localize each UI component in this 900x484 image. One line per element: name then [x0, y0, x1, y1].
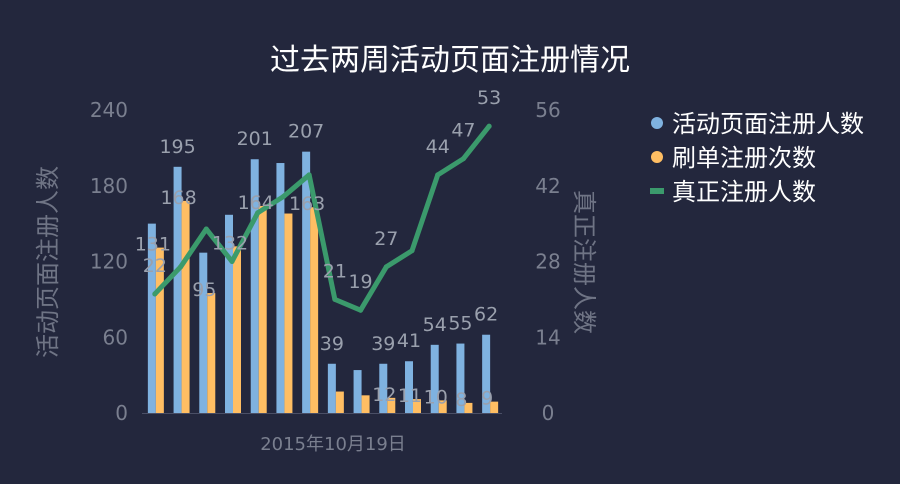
- data-label-real: 22: [143, 255, 167, 277]
- bar-fake-registrations: [310, 207, 319, 413]
- line-point: [486, 123, 492, 129]
- bar-registrations: [405, 361, 413, 413]
- legend-label: 真正注册人数: [672, 178, 816, 206]
- data-label-registrations: 39: [371, 333, 395, 355]
- data-label-registrations: 41: [397, 330, 421, 352]
- data-label-registrations: 195: [159, 136, 195, 158]
- bar-fake-registrations: [233, 246, 241, 413]
- line-point: [358, 307, 364, 313]
- data-label-registrations: 62: [474, 304, 498, 326]
- line-point: [178, 264, 184, 270]
- data-label-fake: 9: [481, 388, 493, 410]
- data-label-fake: 8: [455, 389, 467, 411]
- bar-registrations: [199, 252, 208, 413]
- bar-fake-registrations: [181, 200, 190, 413]
- data-label-registrations: 54: [423, 314, 447, 336]
- bar-fake-registrations: [438, 400, 447, 413]
- bar-registrations: [327, 363, 336, 413]
- bar-fake-registrations: [413, 399, 421, 413]
- bar-registrations: [353, 370, 362, 413]
- y2-axis-label: 真正注册人数: [570, 190, 598, 334]
- data-label-registrations: 207: [288, 121, 324, 143]
- bar-registrations: [430, 344, 439, 413]
- data-label-fake: 131: [135, 234, 171, 256]
- bar-registrations: [456, 343, 465, 413]
- line-point: [229, 259, 235, 264]
- legend-marker: [651, 151, 663, 163]
- data-label-real: 27: [374, 228, 398, 250]
- bar-fake-registrations: [335, 391, 344, 413]
- data-label-registrations: 201: [237, 128, 273, 150]
- bar-fake-registrations: [155, 247, 164, 413]
- y2-tick-label: 14: [535, 325, 560, 349]
- bar-registrations: [147, 223, 156, 413]
- data-label-fake: 164: [238, 192, 274, 214]
- line-point: [409, 248, 415, 254]
- line-point: [306, 172, 312, 178]
- line-point: [203, 226, 209, 232]
- line-point: [280, 194, 286, 200]
- y-tick-label: 240: [90, 98, 128, 122]
- data-label-real: 44: [426, 136, 450, 158]
- y-tick-label: 60: [103, 325, 128, 349]
- bar-fake-registrations: [361, 395, 370, 413]
- data-label-fake: 10: [424, 386, 448, 408]
- bar-registrations: [379, 363, 388, 413]
- data-label-fake: 132: [212, 232, 248, 254]
- bar-fake-registrations: [258, 205, 267, 413]
- data-label-registrations: 39: [320, 333, 344, 355]
- y-tick-label: 0: [115, 401, 128, 425]
- data-label-fake: 95: [192, 279, 216, 301]
- y2-tick-label: 0: [542, 401, 555, 425]
- x-axis-label: 2015年10月19日: [260, 434, 406, 455]
- data-label-fake: 12: [372, 384, 396, 406]
- legend-label: 刷单注册次数: [672, 144, 816, 172]
- data-label-real: 19: [348, 271, 372, 293]
- legend-label: 活动页面注册人数: [672, 110, 864, 138]
- data-label-fake: 11: [398, 385, 422, 407]
- bar-registrations: [276, 163, 285, 413]
- bar-fake-registrations: [207, 293, 216, 413]
- y-tick-label: 180: [90, 174, 128, 198]
- line-point: [332, 296, 338, 302]
- data-label-fake: 168: [160, 187, 196, 209]
- data-label-fake: 163: [289, 193, 325, 215]
- y-tick-label: 120: [90, 250, 128, 274]
- chart-title: 过去两周活动页面注册情况: [270, 43, 630, 78]
- bar-registrations: [302, 151, 311, 413]
- data-label-registrations: 55: [448, 313, 472, 335]
- bar-registrations: [173, 166, 182, 413]
- y-axis-label: 活动页面注册人数: [34, 166, 62, 358]
- legend-marker: [651, 117, 663, 129]
- bar-registrations: [225, 214, 233, 413]
- line-real-registrations: [152, 123, 492, 313]
- line-point: [152, 291, 158, 297]
- line-point: [460, 156, 466, 162]
- legend-marker: [650, 188, 664, 194]
- bar-fake-registrations: [284, 213, 293, 413]
- line-point: [435, 172, 441, 178]
- data-label-real: 47: [451, 120, 475, 142]
- data-label-real: 21: [323, 260, 347, 282]
- data-label-real: 53: [477, 87, 501, 109]
- y2-tick-label: 28: [535, 250, 560, 274]
- bar-fake-registrations: [464, 402, 473, 413]
- y2-tick-label: 56: [535, 98, 560, 122]
- line-point: [383, 264, 389, 270]
- bar-registrations: [482, 334, 491, 413]
- y2-tick-label: 42: [535, 174, 560, 198]
- bar-registrations: [250, 159, 259, 413]
- bar-fake-registrations: [387, 397, 396, 413]
- bar-fake-registrations: [490, 401, 499, 413]
- line-point: [255, 210, 261, 216]
